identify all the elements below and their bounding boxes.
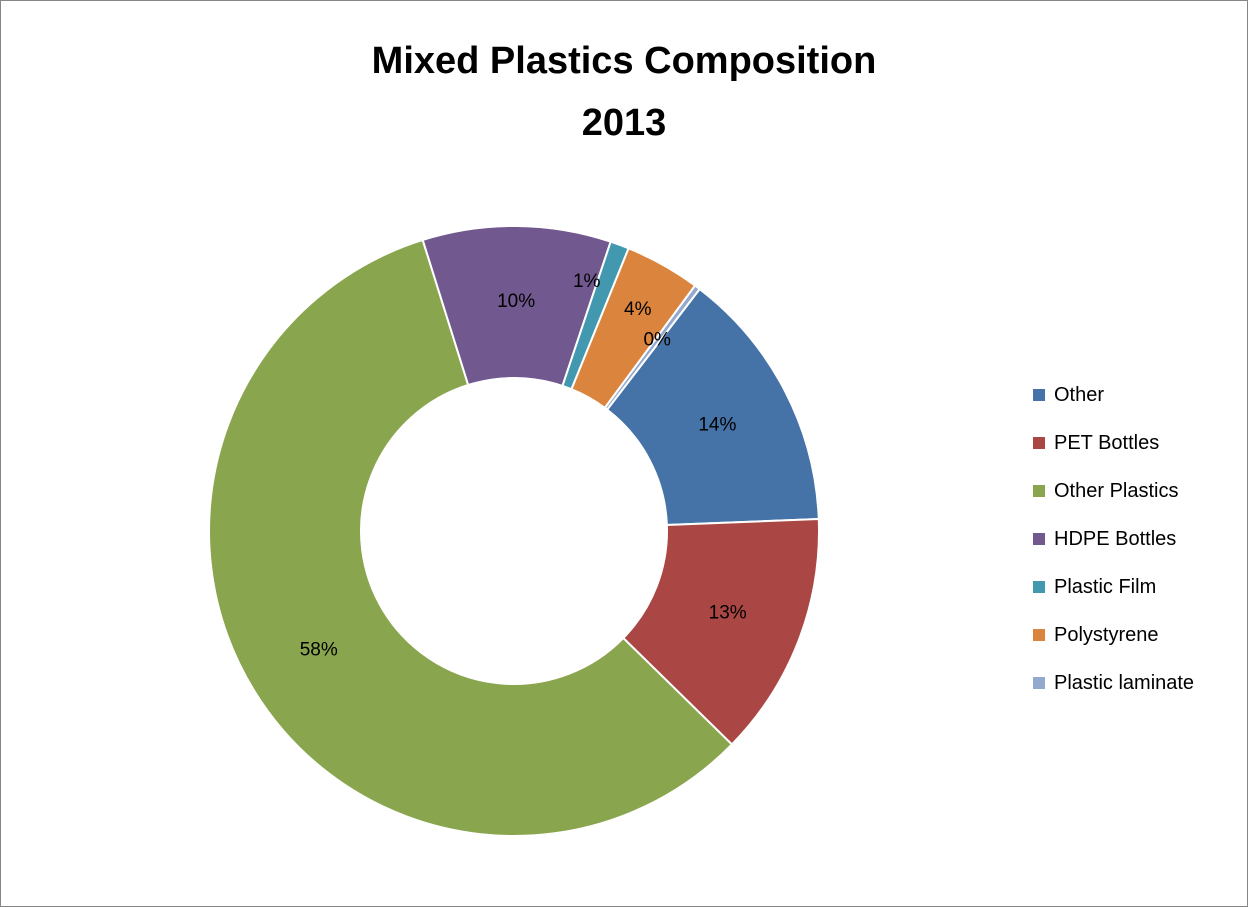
legend-swatch bbox=[1033, 677, 1045, 689]
slice-pet-bottles bbox=[621, 517, 820, 746]
legend-label: Plastic Film bbox=[1054, 575, 1157, 598]
legend-swatch bbox=[1033, 533, 1045, 545]
legend-swatch bbox=[1033, 437, 1045, 449]
legend-label: Other Plastics bbox=[1054, 479, 1179, 502]
data-label-plastic-film: 1% bbox=[573, 271, 601, 292]
legend-item-other-plastics: Other Plastics bbox=[1033, 467, 1194, 515]
data-label-other: 14% bbox=[698, 415, 736, 436]
legend: Other PET Bottles Other Plastics HDPE Bottl… bbox=[1033, 371, 1194, 707]
slice-other-plastics bbox=[208, 238, 734, 837]
slice-plastic-laminate bbox=[603, 284, 702, 412]
legend-label: PET Bottles bbox=[1054, 431, 1160, 454]
data-label-other-plastics: 58% bbox=[300, 640, 338, 661]
legend-item-pet-bottles: PET Bottles bbox=[1033, 419, 1194, 467]
legend-item-other: Other bbox=[1033, 371, 1194, 419]
legend-swatch bbox=[1033, 485, 1045, 497]
data-label-polystyrene: 4% bbox=[624, 299, 652, 320]
legend-item-polystyrene: Polystyrene bbox=[1033, 611, 1194, 659]
legend-item-hdpe-bottles: HDPE Bottles bbox=[1033, 515, 1194, 563]
legend-item-plastic-film: Plastic Film bbox=[1033, 563, 1194, 611]
chart-title: Mixed Plastics Composition bbox=[371, 40, 877, 82]
legend-label: Plastic laminate bbox=[1054, 671, 1195, 694]
legend-label: Other bbox=[1054, 383, 1105, 406]
legend-label: HDPE Bottles bbox=[1054, 527, 1177, 550]
legend-item-plastic-laminate: Plastic laminate bbox=[1033, 659, 1194, 707]
legend-swatch bbox=[1033, 629, 1045, 641]
chart-subtitle: 2013 bbox=[581, 102, 667, 144]
legend-label: Polystyrene bbox=[1054, 623, 1159, 646]
slice-other bbox=[605, 287, 820, 527]
data-label-plastic-laminate: 0% bbox=[643, 330, 671, 351]
data-label-hdpe-bottles: 10% bbox=[497, 291, 535, 312]
legend-swatch bbox=[1033, 389, 1045, 401]
legend-swatch bbox=[1033, 581, 1045, 593]
data-label-pet-bottles: 13% bbox=[709, 602, 747, 623]
